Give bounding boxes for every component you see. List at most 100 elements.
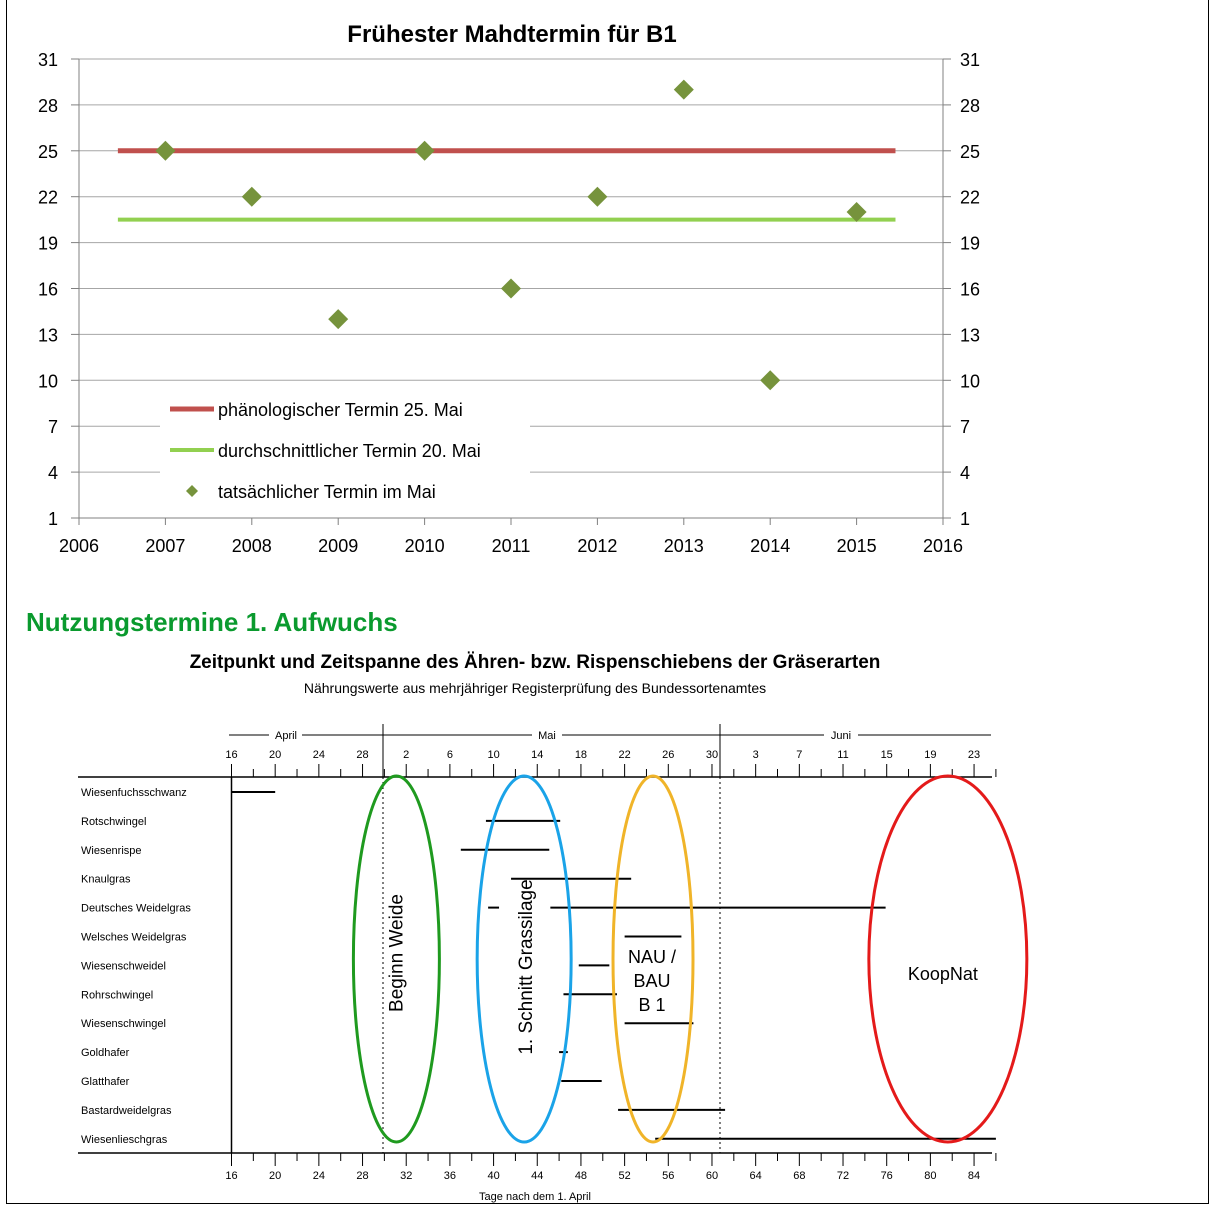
data-point-2010 <box>414 140 435 161</box>
month-label-0: April <box>275 730 297 742</box>
species-label: Glatthafer <box>81 1076 130 1088</box>
annotation-ellipse-0 <box>351 774 441 1144</box>
species-label: Wiesenschwingel <box>81 1018 166 1030</box>
data-point-2012 <box>587 186 608 207</box>
annotation-label-nau-2: B 1 <box>638 995 665 1015</box>
species-label: Wiesenfuchsschwanz <box>81 787 187 799</box>
x-tick-label: 2011 <box>492 536 531 556</box>
y-tick-label-left: 4 <box>48 463 58 483</box>
bottom-tick-label: 68 <box>793 1170 805 1182</box>
annotation-label-nau-1: BAU <box>633 971 670 991</box>
y-tick-label-left: 22 <box>38 188 58 208</box>
y-tick-label-right: 13 <box>960 325 980 345</box>
bottom-tick-label: 72 <box>837 1170 849 1182</box>
top-tick-label: 23 <box>968 749 980 761</box>
data-point-2013 <box>673 79 694 100</box>
annotation-ellipse-3 <box>867 774 1029 1144</box>
mahdtermin-chart: Frühester Mahdtermin für B1 1 1 4 4 7 7 10 10 13… <box>38 21 980 556</box>
species-label: Wiesenlieschgras <box>81 1134 168 1146</box>
legend-label-actual: tatsächlicher Termin im Mai <box>218 482 436 502</box>
month-label-2: Juni <box>831 730 851 742</box>
top-tick-label: 19 <box>924 749 936 761</box>
y-tick-label-left: 10 <box>38 371 58 391</box>
series <box>117 79 896 391</box>
legend-swatch-actual <box>186 485 198 497</box>
species-label: Goldhafer <box>81 1047 130 1059</box>
species-label: Deutsches Weidelgras <box>81 903 191 915</box>
legend: phänologischer Termin 25. Mai durchschnit… <box>160 392 530 510</box>
y-tick-label-right: 19 <box>960 234 980 254</box>
y-tick-label-left: 1 <box>48 509 58 529</box>
x-tick-label: 2010 <box>405 536 445 556</box>
annotation-label-beginn-weide: Beginn Weide <box>386 894 407 1012</box>
y-tick-label-right: 28 <box>960 96 980 116</box>
x-tick-label: 2014 <box>750 536 790 556</box>
y-tick-label-left: 7 <box>48 417 58 437</box>
top-tick-label: 30 <box>706 749 718 761</box>
x-tick-label: 2012 <box>577 536 617 556</box>
bottom-tick-label: 80 <box>924 1170 936 1182</box>
axes: 1 1 4 4 7 7 10 10 13 13 16 16 19 19 22 22 25 25 28 28 31 31 20… <box>38 50 980 556</box>
y-tick-label-right: 10 <box>960 371 980 391</box>
y-tick-label-left: 19 <box>38 234 58 254</box>
top-tick-label: 10 <box>487 749 499 761</box>
y-tick-label-left: 28 <box>38 96 58 116</box>
y-tick-label-right: 7 <box>960 417 970 437</box>
annotation-label-koopnat: KoopNat <box>908 964 978 984</box>
bottom-tick-label: 56 <box>662 1170 674 1182</box>
top-tick-label: 18 <box>575 749 587 761</box>
species-label: Rohrschwingel <box>81 989 153 1001</box>
species-label: Wiesenschweidel <box>81 960 166 972</box>
y-tick-label-right: 22 <box>960 188 980 208</box>
top-tick-label: 11 <box>837 749 848 761</box>
top-tick-label: 2 <box>403 749 409 761</box>
species-label: Rotschwingel <box>81 816 146 828</box>
annotation-ellipse-1 <box>475 774 573 1144</box>
top-tick-label: 22 <box>618 749 630 761</box>
section-title-nutzungstermine: Nutzungstermine 1. Aufwuchs <box>26 607 398 637</box>
y-tick-label-right: 25 <box>960 142 980 162</box>
bottom-tick-label: 40 <box>487 1170 499 1182</box>
top-tick-label: 26 <box>662 749 674 761</box>
x-tick-label: 2015 <box>837 536 877 556</box>
bottom-tick-label: 16 <box>225 1170 237 1182</box>
top-tick-label: 15 <box>881 749 893 761</box>
y-tick-label-left: 31 <box>38 50 58 70</box>
bottom-tick-label: 20 <box>269 1170 281 1182</box>
x-tick-label: 2013 <box>664 536 704 556</box>
bottom-tick-label: 60 <box>706 1170 718 1182</box>
species-label: Welsches Weidelgras <box>81 932 187 944</box>
data-point-2011 <box>501 278 521 299</box>
data-point-2007 <box>155 140 176 161</box>
gantt-title: Zeitpunkt und Zeitspanne des Ähren- bzw.… <box>190 652 881 673</box>
data-point-2009 <box>328 309 349 330</box>
data-point-2015 <box>846 202 867 222</box>
data-point-2014 <box>760 370 781 391</box>
y-tick-label-left: 13 <box>38 325 58 345</box>
y-tick-label-left: 16 <box>38 280 58 300</box>
annotation-label-nau-0: NAU / <box>628 947 676 967</box>
month-label-1: Mai <box>538 730 556 742</box>
bottom-tick-label: 44 <box>531 1170 543 1182</box>
x-tick-label: 2006 <box>59 536 99 556</box>
bottom-tick-label: 28 <box>356 1170 368 1182</box>
top-tick-label: 6 <box>447 749 453 761</box>
annotation-label-grassilage: 1. Schnitt Grassilage <box>516 879 537 1054</box>
x-tick-label: 2016 <box>923 536 963 556</box>
top-tick-label: 20 <box>269 749 281 761</box>
legend-label-phaeno: phänologischer Termin 25. Mai <box>218 400 463 420</box>
top-tick-label: 14 <box>531 749 543 761</box>
legend-box <box>160 392 530 510</box>
bottom-tick-label: 32 <box>400 1170 412 1182</box>
top-tick-label: 3 <box>753 749 759 761</box>
bottom-tick-label: 84 <box>968 1170 980 1182</box>
data-point-2008 <box>241 186 262 207</box>
y-tick-label-right: 1 <box>960 509 970 529</box>
bottom-tick-label: 24 <box>313 1170 325 1182</box>
bottom-tick-label: 48 <box>575 1170 587 1182</box>
species-label: Knaulgras <box>81 874 131 886</box>
chart-title: Frühester Mahdtermin für B1 <box>347 21 676 48</box>
bottom-tick-label: 64 <box>750 1170 762 1182</box>
bottom-tick-label: 52 <box>618 1170 630 1182</box>
